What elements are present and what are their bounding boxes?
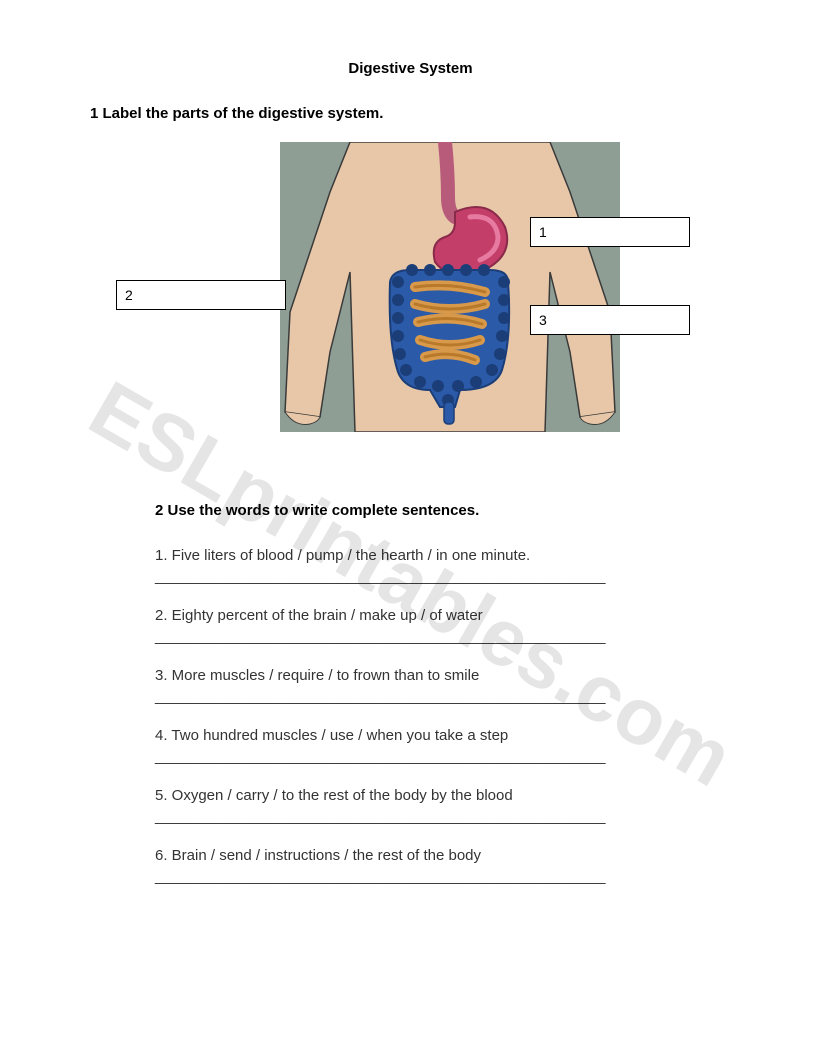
question-3: 3. More muscles / require / to frown tha… [155,667,701,684]
label-box-2[interactable]: 2 [116,280,286,310]
label-number-3: 3 [539,312,547,328]
label-box-1[interactable]: 1 [530,217,690,247]
label-box-3[interactable]: 3 [530,305,690,335]
question-5: 5. Oxygen / carry / to the rest of the b… [155,787,701,804]
label-number-1: 1 [539,224,547,240]
question-6: 6. Brain / send / instructions / the res… [155,847,701,864]
question-1: 1. Five liters of blood / pump / the hea… [155,547,701,564]
task2-instruction: 2 Use the words to write complete senten… [155,502,701,519]
question-4: 4. Two hundred muscles / use / when you … [155,727,701,744]
page-title: Digestive System [90,60,731,77]
task1-instruction: 1 Label the parts of the digestive syste… [90,105,731,122]
digestive-diagram [280,142,620,432]
task2-section: 2 Use the words to write complete senten… [155,502,701,885]
answer-line-2[interactable]: ________________________________________… [155,628,701,645]
diagram-area: 1 2 3 [90,142,731,452]
question-2: 2. Eighty percent of the brain / make up… [155,607,701,624]
answer-line-5[interactable]: ________________________________________… [155,808,701,825]
answer-line-4[interactable]: ________________________________________… [155,748,701,765]
answer-line-1[interactable]: ________________________________________… [155,568,701,585]
label-number-2: 2 [125,287,133,303]
answer-line-3[interactable]: ________________________________________… [155,688,701,705]
answer-line-6[interactable]: ________________________________________… [155,868,701,885]
